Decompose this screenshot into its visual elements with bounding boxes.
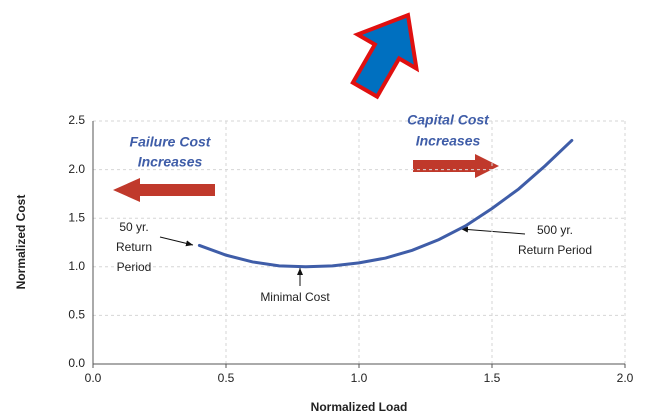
annotation: Return <box>116 240 152 254</box>
x-tick-label: 2.0 <box>617 371 634 385</box>
annotation: 500 yr. <box>537 223 573 237</box>
y-tick-label: 2.5 <box>68 113 85 127</box>
annotation: Increases <box>138 154 203 170</box>
y-tick-label: 0.5 <box>68 308 85 322</box>
right-red-arrow <box>413 154 499 178</box>
y-axis-label: Normalized Cost <box>14 195 28 290</box>
y-tick-label: 1.5 <box>68 210 85 224</box>
left-red-arrow <box>113 178 215 202</box>
y-tick-label: 2.0 <box>68 162 85 176</box>
x-tick-label: 1.0 <box>351 371 368 385</box>
annotation: Return Period <box>518 243 592 257</box>
x-tick-label: 1.5 <box>484 371 501 385</box>
annotation: Increases <box>416 133 481 149</box>
y-tick-label: 0.0 <box>68 356 85 370</box>
annotation: Minimal Cost <box>260 290 330 304</box>
annotation: Capital Cost <box>407 112 490 128</box>
x-tick-label: 0.0 <box>85 371 102 385</box>
annotation: Period <box>117 260 152 274</box>
big-arrow <box>350 12 420 100</box>
pointer-500yr <box>460 226 526 235</box>
pointer-50yr <box>159 236 194 247</box>
x-axis-label: Normalized Load <box>311 400 408 414</box>
annotation: Failure Cost <box>130 134 212 150</box>
x-tick-label: 0.5 <box>218 371 235 385</box>
curve <box>197 138 574 269</box>
y-tick-label: 1.0 <box>68 259 85 273</box>
annotation: 50 yr. <box>119 220 148 234</box>
